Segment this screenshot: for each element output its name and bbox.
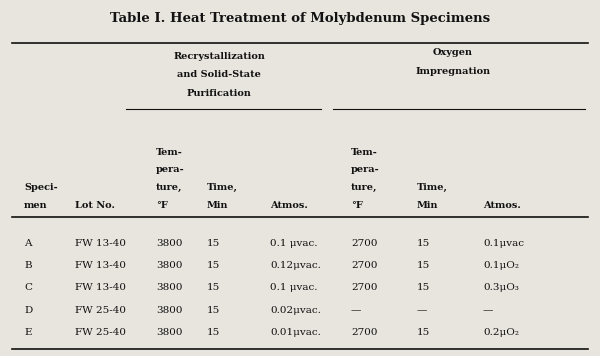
Text: Time,: Time, [417,183,448,192]
Text: 0.1 μvac.: 0.1 μvac. [270,239,317,247]
Text: Speci-: Speci- [24,183,58,192]
Text: C: C [24,283,32,292]
Text: 15: 15 [417,239,430,247]
Text: 15: 15 [207,239,220,247]
Text: 3800: 3800 [156,261,182,270]
Text: 3800: 3800 [156,306,182,315]
Text: Time,: Time, [207,183,238,192]
Text: B: B [24,261,32,270]
Text: —: — [417,306,427,315]
Text: ture,: ture, [351,183,377,192]
Text: A: A [24,239,32,247]
Text: pera-: pera- [351,166,380,174]
Text: °F: °F [156,201,168,210]
Text: 15: 15 [417,283,430,292]
Text: D: D [24,306,32,315]
Text: Tem-: Tem- [351,148,378,157]
Text: Table I. Heat Treatment of Molybdenum Specimens: Table I. Heat Treatment of Molybdenum Sp… [110,12,490,26]
Text: Oxygen: Oxygen [433,48,473,57]
Text: FW 13-40: FW 13-40 [75,239,126,247]
Text: 2700: 2700 [351,283,377,292]
Text: 3800: 3800 [156,283,182,292]
Text: —: — [351,306,361,315]
Text: 3800: 3800 [156,239,182,247]
Text: Recrystallization: Recrystallization [173,52,265,61]
Text: pera-: pera- [156,166,185,174]
Text: 15: 15 [207,261,220,270]
Text: Min: Min [417,201,439,210]
Text: Impregnation: Impregnation [415,67,491,75]
Text: 15: 15 [207,283,220,292]
Text: 15: 15 [417,261,430,270]
Text: 0.2μO₂: 0.2μO₂ [483,328,519,337]
Text: Atmos.: Atmos. [483,201,521,210]
Text: 0.3μO₃: 0.3μO₃ [483,283,519,292]
Text: Purification: Purification [187,89,251,98]
Text: Lot No.: Lot No. [75,201,115,210]
Text: 2700: 2700 [351,261,377,270]
Text: —: — [483,306,493,315]
Text: °F: °F [351,201,363,210]
Text: FW 25-40: FW 25-40 [75,328,126,337]
Text: 0.1μvac: 0.1μvac [483,239,524,247]
Text: 0.1μO₂: 0.1μO₂ [483,261,519,270]
Text: FW 13-40: FW 13-40 [75,261,126,270]
Text: and Solid-State: and Solid-State [177,70,261,79]
Text: ture,: ture, [156,183,182,192]
Text: 2700: 2700 [351,328,377,337]
Text: 0.1 μvac.: 0.1 μvac. [270,283,317,292]
Text: 15: 15 [207,328,220,337]
Text: Min: Min [207,201,229,210]
Text: Tem-: Tem- [156,148,183,157]
Text: 0.12μvac.: 0.12μvac. [270,261,321,270]
Text: FW 25-40: FW 25-40 [75,306,126,315]
Text: men: men [24,201,47,210]
Text: Atmos.: Atmos. [270,201,308,210]
Text: 15: 15 [417,328,430,337]
Text: 3800: 3800 [156,328,182,337]
Text: FW 13-40: FW 13-40 [75,283,126,292]
Text: 0.02μvac.: 0.02μvac. [270,306,321,315]
Text: E: E [24,328,32,337]
Text: 2700: 2700 [351,239,377,247]
Text: 0.01μvac.: 0.01μvac. [270,328,321,337]
Text: 15: 15 [207,306,220,315]
